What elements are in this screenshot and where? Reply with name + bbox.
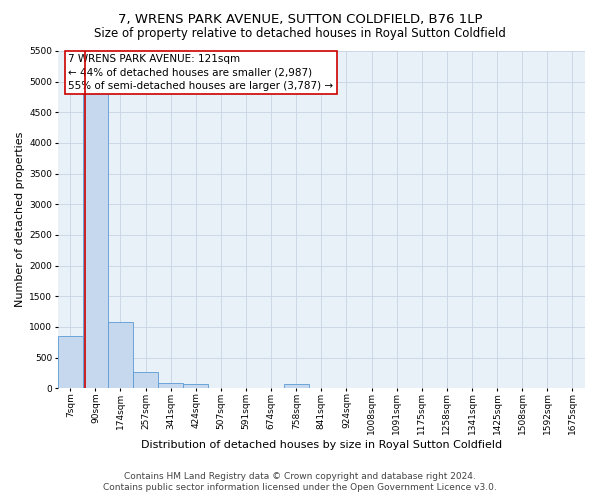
Bar xyxy=(183,384,208,388)
Text: 7, WRENS PARK AVENUE, SUTTON COLDFIELD, B76 1LP: 7, WRENS PARK AVENUE, SUTTON COLDFIELD, … xyxy=(118,12,482,26)
Bar xyxy=(158,382,183,388)
Bar xyxy=(83,51,108,388)
Bar xyxy=(133,372,158,388)
Bar xyxy=(284,384,309,388)
X-axis label: Distribution of detached houses by size in Royal Sutton Coldfield: Distribution of detached houses by size … xyxy=(141,440,502,450)
Text: Contains HM Land Registry data © Crown copyright and database right 2024.
Contai: Contains HM Land Registry data © Crown c… xyxy=(103,472,497,492)
Text: Size of property relative to detached houses in Royal Sutton Coldfield: Size of property relative to detached ho… xyxy=(94,28,506,40)
Text: 7 WRENS PARK AVENUE: 121sqm
← 44% of detached houses are smaller (2,987)
55% of : 7 WRENS PARK AVENUE: 121sqm ← 44% of det… xyxy=(68,54,334,91)
Y-axis label: Number of detached properties: Number of detached properties xyxy=(15,132,25,308)
Bar xyxy=(108,322,133,388)
Bar xyxy=(58,336,83,388)
